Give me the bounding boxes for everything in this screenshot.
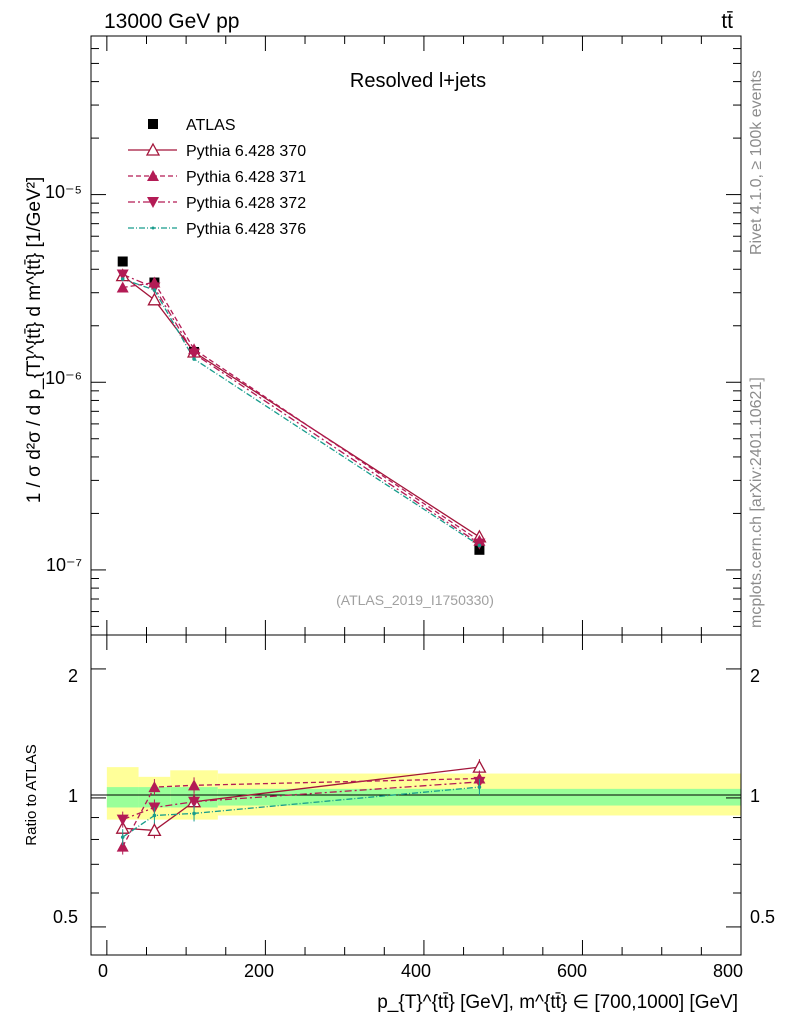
main-point-4-1 bbox=[152, 288, 157, 292]
ratio-point-1-0 bbox=[116, 840, 129, 852]
x-axis-label: p_{T}^{tt̄} [GeV], m^{tt̄} ∈ [700,1000] … bbox=[377, 992, 738, 1013]
watermark: (ATLAS_2019_I1750330) bbox=[336, 592, 494, 608]
legend-marker-370 bbox=[145, 142, 161, 156]
main-series-line-4 bbox=[122, 278, 480, 547]
legend-marker-376 bbox=[151, 226, 155, 230]
legend-label-370: Pythia 6.428 370 bbox=[186, 143, 306, 160]
ratio-series-line-0 bbox=[122, 766, 480, 832]
ratio-y-tick-label-2: 2 bbox=[68, 666, 78, 686]
ratio-point-3-2 bbox=[192, 811, 196, 816]
side-label-bottom: mcplots.cern.ch [arXiv:2401.10621] bbox=[748, 377, 765, 628]
ratio-y-tick-label-2-right: 2 bbox=[750, 666, 760, 686]
x-tick-label-600: 600 bbox=[557, 961, 587, 981]
legend-marker-371 bbox=[147, 170, 159, 181]
ratio-series-line-2 bbox=[122, 781, 480, 821]
legend-label-372: Pythia 6.428 372 bbox=[186, 195, 306, 212]
ratio-y-tick-label-0-5-right: 0.5 bbox=[750, 907, 775, 927]
legend-label-atlas: ATLAS bbox=[186, 117, 236, 134]
ratio-y-tick-label-0-5: 0.5 bbox=[53, 907, 78, 927]
legend-item-370: Pythia 6.428 370 bbox=[128, 142, 306, 160]
main-point-3-2 bbox=[188, 348, 201, 360]
legend-marker-372 bbox=[147, 197, 159, 208]
main-panel: Resolved l+jets (ATLAS_2019_I1750330) 10… bbox=[24, 35, 742, 636]
ratio-point-1-1 bbox=[148, 781, 161, 793]
main-point-3-0 bbox=[116, 269, 129, 281]
main-point-0-3 bbox=[474, 544, 485, 555]
ratio-point-2-0 bbox=[116, 814, 129, 826]
legend: ATLAS Pythia 6.428 370 Pythia 6.428 371 … bbox=[128, 117, 306, 238]
ratio-point-0-1 bbox=[147, 823, 162, 837]
x-tick-label-400: 400 bbox=[401, 961, 431, 981]
ratio-y-tick-label-1: 1 bbox=[68, 786, 78, 806]
main-point-4-2 bbox=[192, 357, 196, 361]
legend-label-371: Pythia 6.428 371 bbox=[186, 169, 306, 186]
legend-label-376: Pythia 6.428 376 bbox=[186, 221, 306, 238]
side-label-top: Rivet 4.1.0, ≥ 100k events bbox=[748, 70, 765, 255]
ratio-point-2-2 bbox=[188, 796, 201, 808]
ratio-point-3-0 bbox=[120, 835, 125, 839]
main-series-line-3 bbox=[122, 273, 480, 545]
legend-marker-atlas bbox=[148, 119, 158, 129]
ratio-point-3-3 bbox=[477, 785, 482, 789]
y-tick-label-1e-5: 10⁻⁵ bbox=[45, 182, 82, 202]
y-tick-label-1e-7: 10⁻⁷ bbox=[46, 555, 82, 575]
y-tick-label-1e-6: 10⁻⁶ bbox=[45, 368, 82, 388]
main-y-axis-label: 1 / σ d²σ / d p_{T}^{tt̄} d m^{tt̄} [1/G… bbox=[24, 177, 45, 503]
x-tick-label-800: 800 bbox=[713, 961, 743, 981]
main-point-4-0 bbox=[120, 277, 125, 281]
legend-item-376: Pythia 6.428 376 bbox=[128, 221, 306, 238]
x-tick-label-200: 200 bbox=[244, 961, 274, 981]
main-point-0-0 bbox=[117, 256, 128, 267]
ratio-series-line-1 bbox=[122, 777, 480, 847]
header-right-title: tt̄ bbox=[721, 10, 733, 33]
legend-item-371: Pythia 6.428 371 bbox=[128, 169, 306, 186]
ratio-y-axis-label: Ratio to ATLAS bbox=[23, 744, 40, 845]
x-tick-label-0: 0 bbox=[98, 961, 108, 981]
ratio-panel: 2 1 0.5 2 1 0.5 0 200 400 600 800 Ratio … bbox=[23, 634, 775, 1013]
main-title: Resolved l+jets bbox=[350, 70, 486, 92]
ratio-point-1-2 bbox=[188, 779, 201, 791]
main-point-2-0 bbox=[116, 281, 129, 293]
ratio-y-tick-label-1-right: 1 bbox=[750, 786, 760, 806]
main-series-line-1 bbox=[122, 275, 480, 538]
legend-item-atlas: ATLAS bbox=[148, 117, 236, 134]
main-point-4-3 bbox=[477, 543, 482, 548]
ratio-point-3-1 bbox=[152, 813, 157, 818]
main-point-3-1 bbox=[148, 282, 161, 294]
header-left-title: 13000 GeV pp bbox=[104, 10, 239, 33]
main-point-1-1 bbox=[147, 292, 162, 306]
ratio-frame bbox=[90, 634, 742, 956]
ratio-band-inner-0 bbox=[106, 787, 139, 808]
ratio-series-line-3 bbox=[122, 786, 480, 838]
legend-item-372: Pythia 6.428 372 bbox=[128, 195, 306, 212]
ratio-point-0-3 bbox=[472, 759, 487, 773]
ratio-band-inner-3 bbox=[217, 788, 741, 806]
